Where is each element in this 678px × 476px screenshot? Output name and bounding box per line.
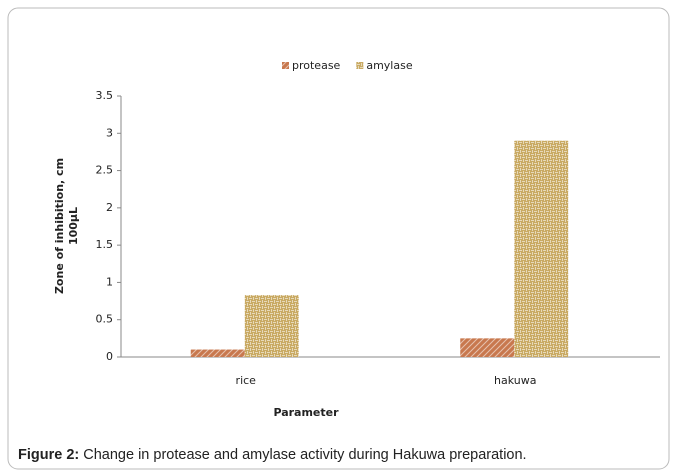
y-tick-label: 3.5	[96, 89, 114, 102]
x-tick-label: hakuwa	[494, 374, 536, 387]
y-tick-label: 2	[106, 201, 113, 214]
y-tick-label: 0.5	[96, 313, 114, 326]
caption-label: Figure 2:	[18, 447, 79, 463]
y-tick-label: 3	[106, 126, 113, 139]
bar	[190, 349, 245, 357]
legend-label: amylase	[366, 59, 412, 72]
caption-text: Change in protease and amylase activity …	[83, 447, 526, 463]
legend-label: protease	[292, 59, 341, 72]
y-tick-label: 1	[106, 275, 113, 288]
bar	[514, 140, 569, 357]
caption: Figure 2: Change in protease and amylase…	[18, 447, 527, 463]
bar	[460, 338, 515, 357]
x-axis-label: Parameter	[273, 406, 339, 419]
bar	[244, 295, 299, 357]
legend-swatch	[356, 62, 364, 69]
legend-swatch	[282, 62, 289, 69]
y-tick-label: 2.5	[96, 164, 114, 177]
x-tick-label: rice	[236, 374, 257, 387]
y-tick-label: 0	[106, 350, 113, 363]
y-axis-label: 100μL	[67, 207, 80, 245]
y-axis-label: Zone of inhibition, cm	[53, 158, 66, 294]
y-tick-label: 1.5	[96, 238, 114, 251]
